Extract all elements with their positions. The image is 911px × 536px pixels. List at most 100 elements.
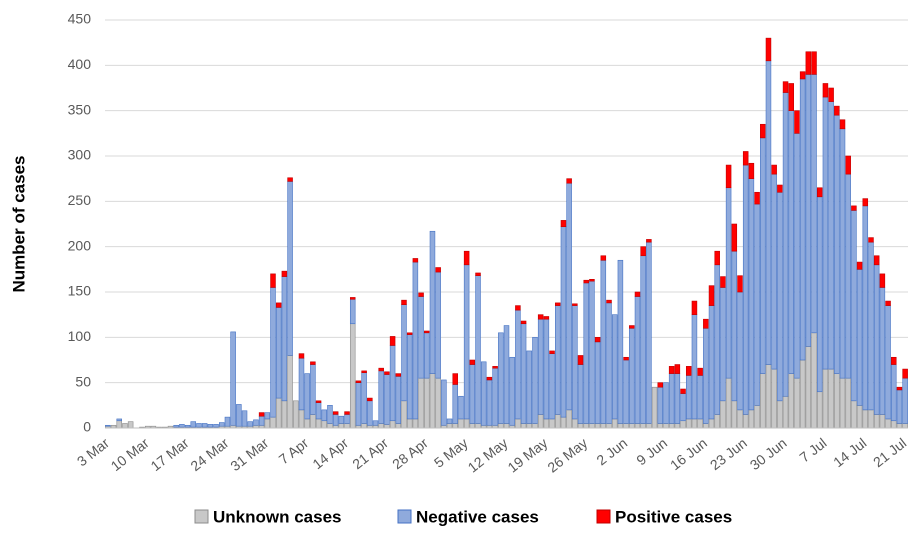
bar-segment bbox=[691, 418, 698, 429]
bar-segment bbox=[856, 269, 863, 406]
x-tick-label: 26 May bbox=[544, 435, 590, 476]
bar-segment bbox=[668, 423, 675, 429]
bar-segment bbox=[657, 423, 664, 429]
bar-segment bbox=[344, 411, 350, 415]
bar-segment bbox=[378, 423, 384, 429]
bar-segment bbox=[287, 181, 293, 356]
y-tick-label: 350 bbox=[68, 101, 92, 117]
bar-segment bbox=[771, 173, 777, 370]
bar-segment bbox=[412, 261, 419, 420]
bar-segment bbox=[281, 270, 288, 277]
bar-segment bbox=[856, 405, 863, 429]
bar-segment bbox=[788, 83, 794, 111]
bar-segment bbox=[594, 341, 601, 424]
bar-segment bbox=[549, 350, 555, 354]
bar-segment bbox=[748, 409, 755, 429]
bar-segment bbox=[537, 318, 544, 415]
bar-segment bbox=[589, 279, 595, 282]
bar-segment bbox=[435, 267, 441, 273]
bar-segment bbox=[725, 377, 732, 429]
bar-segment bbox=[663, 423, 669, 429]
bar-segment bbox=[458, 395, 464, 420]
bar-segment bbox=[498, 423, 504, 429]
bar-segment bbox=[902, 423, 908, 429]
bar-segment bbox=[600, 259, 607, 424]
bar-segment bbox=[737, 275, 743, 293]
bar-segment bbox=[475, 272, 481, 276]
bar-segment bbox=[657, 386, 664, 424]
bar-segment bbox=[685, 366, 692, 376]
bar-segment bbox=[646, 239, 652, 243]
bar-segment bbox=[816, 196, 823, 393]
bar-segment bbox=[287, 355, 293, 429]
bar-segment bbox=[486, 376, 493, 381]
bar-segment bbox=[708, 285, 715, 306]
y-tick-label: 450 bbox=[68, 11, 92, 27]
bar-segment bbox=[515, 418, 521, 429]
bar-segment bbox=[623, 423, 629, 429]
bar-segment bbox=[623, 356, 629, 361]
bar-segment bbox=[406, 332, 413, 335]
bar-segment bbox=[782, 81, 789, 93]
y-tick-label: 150 bbox=[68, 283, 92, 299]
x-tick-label: 30 Jun bbox=[747, 435, 790, 473]
bar-segment bbox=[321, 420, 328, 429]
bar-segment bbox=[207, 424, 214, 428]
bar-segment bbox=[891, 420, 897, 429]
bar-segment bbox=[748, 162, 755, 179]
bar-segment bbox=[748, 178, 755, 411]
x-tick-label: 23 Jun bbox=[707, 435, 750, 473]
bar-segment bbox=[515, 309, 521, 420]
x-tick-label: 31 Mar bbox=[227, 434, 271, 474]
bar-segment bbox=[822, 96, 829, 370]
bar-segment bbox=[651, 386, 658, 429]
bar-segment bbox=[304, 373, 310, 420]
y-axis-label: Number of cases bbox=[9, 156, 28, 293]
x-tick-label: 10 Mar bbox=[108, 434, 152, 474]
bar-segment bbox=[834, 114, 840, 374]
bar-segment bbox=[401, 400, 407, 429]
legend-swatch bbox=[194, 509, 209, 524]
bar-segment bbox=[498, 332, 504, 424]
bar-segment bbox=[577, 364, 584, 424]
bar-segment bbox=[811, 51, 817, 75]
bar-segment bbox=[458, 418, 464, 429]
bar-segment bbox=[270, 416, 276, 429]
bar-segment bbox=[862, 205, 869, 411]
bar-segment bbox=[771, 368, 777, 429]
bar-segment bbox=[520, 323, 527, 424]
bar-segment bbox=[617, 423, 624, 429]
legend-label: Unknown cases bbox=[213, 507, 342, 526]
bar-segment bbox=[828, 87, 834, 102]
bar-segment bbox=[327, 405, 333, 424]
bar-segment bbox=[258, 412, 265, 417]
bar-segment bbox=[236, 404, 242, 427]
bar-segment bbox=[583, 282, 589, 424]
bar-segment bbox=[583, 279, 589, 284]
x-tick-label: 14 Jul bbox=[830, 435, 869, 471]
bar-segment bbox=[418, 292, 424, 297]
bar-segment bbox=[241, 410, 248, 427]
bar-segment bbox=[412, 258, 419, 263]
bar-segment bbox=[361, 423, 367, 429]
bar-segment bbox=[691, 314, 698, 420]
bar-segment bbox=[805, 51, 812, 75]
bar-segment bbox=[805, 74, 812, 347]
bar-segment bbox=[196, 423, 202, 428]
bar-segment bbox=[760, 137, 766, 374]
bar-segment bbox=[566, 178, 572, 184]
bar-segment bbox=[742, 414, 749, 429]
bar-segment bbox=[799, 359, 806, 429]
bar-segment bbox=[629, 423, 635, 429]
bar-segment bbox=[469, 359, 476, 365]
bar-segment bbox=[555, 414, 561, 429]
bar-segment bbox=[794, 110, 800, 134]
x-tick-label: 5 May bbox=[431, 435, 471, 471]
bar-segment bbox=[310, 414, 316, 429]
bar-segment bbox=[310, 364, 316, 415]
bar-segment bbox=[122, 423, 128, 429]
bar-segment bbox=[275, 307, 282, 399]
bar-segment bbox=[731, 250, 738, 402]
bar-segment bbox=[429, 230, 436, 374]
bar-segment bbox=[868, 241, 874, 411]
